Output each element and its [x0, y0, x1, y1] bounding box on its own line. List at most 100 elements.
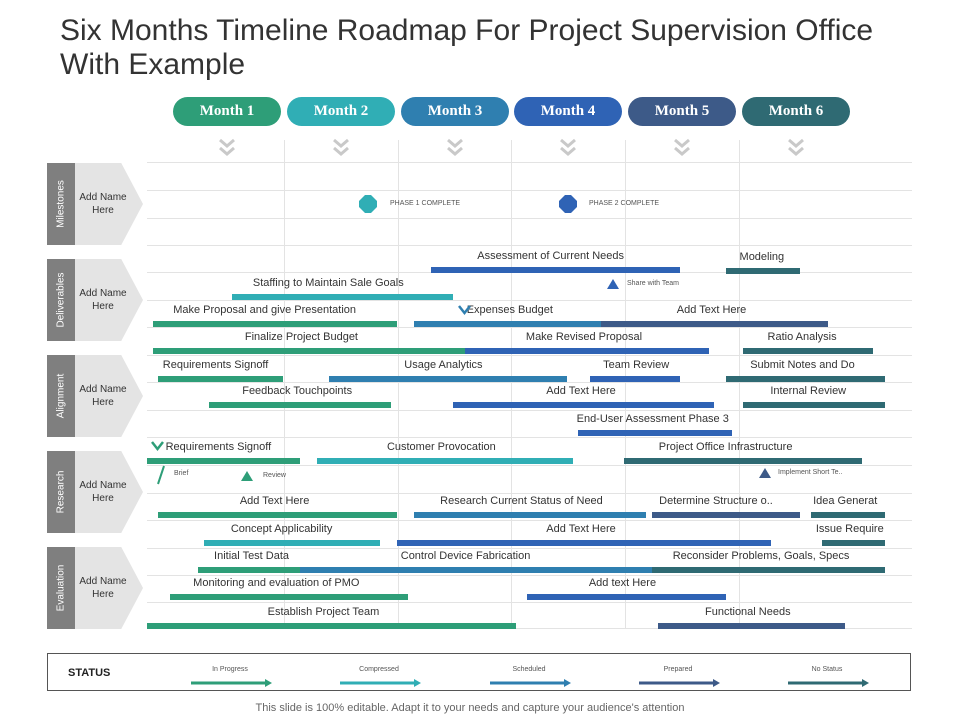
grid-line: [147, 465, 912, 466]
status-item-label: No Status: [811, 666, 843, 673]
status-item-label: In Progress: [212, 666, 248, 673]
section-tab: Deliverables: [47, 259, 75, 341]
task-bar: [317, 458, 573, 464]
task-bar: [623, 458, 863, 464]
task-label: Expenses Budget: [466, 304, 553, 316]
task-label: Project Office Infrastructure: [658, 441, 793, 453]
note-label: Share with Team: [627, 280, 680, 287]
task-label: Make Revised Proposal: [525, 331, 643, 343]
task-label: Feedback Touchpoints: [242, 385, 353, 397]
task-bar: [158, 512, 397, 518]
task-label: Functional Needs: [704, 606, 791, 618]
status-arrow-icon: [788, 679, 869, 687]
grid-line: [147, 382, 912, 383]
grid-line: [147, 520, 912, 521]
double-chevron-down-icon: [219, 138, 235, 156]
task-bar: [725, 376, 885, 382]
section-tab: Evaluation: [47, 547, 75, 629]
task-bar: [742, 402, 885, 408]
task-label: Control Device Fabrication: [400, 550, 531, 562]
task-label: Add Text Here: [239, 495, 310, 507]
grid-divider: [284, 140, 285, 628]
task-label: Concept Applicability: [230, 523, 333, 535]
month-pill: Month 1: [173, 97, 281, 126]
grid-line: [147, 602, 912, 603]
grid-line: [147, 162, 912, 163]
task-bar: [725, 268, 800, 274]
task-bar: [742, 348, 874, 354]
task-bar: [652, 567, 885, 573]
task-label: Idea Generat: [813, 495, 878, 507]
task-bar: [822, 540, 885, 546]
task-label: Submit Notes and Do: [750, 359, 855, 371]
status-title: STATUS: [68, 667, 111, 679]
status-arrow-icon: [490, 679, 571, 687]
status-arrow-icon: [191, 679, 272, 687]
grid-divider: [739, 140, 740, 628]
month-pill: Month 4: [514, 97, 622, 126]
status-item-label: Prepared: [663, 666, 693, 673]
month-pill: Month 6: [742, 97, 850, 126]
milestone-label: PHASE 2 COMPLETE: [589, 200, 660, 207]
grid-divider: [511, 140, 512, 628]
section-tab-label: Milestones: [55, 180, 67, 228]
task-bar: [464, 348, 709, 354]
task-label: Monitoring and evaluation of PMO: [193, 577, 360, 589]
task-label: Modeling: [739, 251, 785, 263]
section-tab-label: Alignment: [55, 373, 67, 419]
slash-icon: [157, 465, 165, 485]
task-label: Establish Project Team: [267, 606, 380, 618]
task-label: Reconsider Problems, Goals, Specs: [672, 550, 850, 562]
task-bar: [198, 567, 329, 573]
grid-line: [147, 190, 912, 191]
grid-line: [147, 300, 912, 301]
task-label: Assessment of Current Needs: [477, 250, 625, 262]
task-bar: [147, 458, 301, 464]
status-arrow-icon: [639, 679, 720, 687]
milestone-label: PHASE 1 COMPLETE: [390, 200, 461, 207]
grid-line: [147, 437, 912, 438]
section-tab-label: Deliverables: [55, 272, 67, 328]
task-bar: [413, 512, 647, 518]
task-label: Usage Analytics: [404, 359, 483, 371]
task-bar: [169, 594, 409, 600]
grid-divider: [625, 140, 626, 628]
task-bar: [810, 512, 885, 518]
double-chevron-down-icon: [674, 138, 690, 156]
task-bar: [147, 623, 516, 629]
note-label: Review: [263, 472, 286, 479]
task-bar: [232, 294, 454, 300]
task-bar: [652, 512, 800, 518]
task-bar: [430, 267, 681, 273]
octagon-milestone-icon: [559, 195, 577, 213]
status-item-label: Scheduled: [512, 666, 546, 673]
task-label: End-User Assessment Phase 3: [576, 413, 729, 425]
task-label: Staffing to Maintain Sale Goals: [252, 277, 404, 289]
task-bar: [152, 348, 471, 354]
status-legend: [47, 653, 911, 691]
triangle-icon: [241, 471, 253, 481]
triangle-icon: [607, 279, 619, 289]
grid-line: [147, 410, 912, 411]
note-label: Brief: [174, 470, 189, 477]
section-tab: Alignment: [47, 355, 75, 437]
footer-note: This slide is 100% editable. Adapt it to…: [255, 702, 685, 714]
task-bar: [209, 402, 392, 408]
page-title: Six Months Timeline Roadmap For Project …: [60, 14, 874, 81]
task-label: Finalize Project Budget: [244, 331, 358, 343]
task-label: Add Text Here: [546, 523, 616, 535]
task-label: Initial Test Data: [214, 550, 290, 562]
section-name: Add Name Here: [79, 384, 127, 408]
note-label: Implement Short Te..: [778, 469, 843, 476]
section-name: Add Name Here: [79, 480, 127, 504]
section-name: Add Name Here: [79, 576, 127, 600]
section-tab: Milestones: [47, 163, 75, 245]
month-pill: Month 5: [628, 97, 736, 126]
task-bar: [152, 321, 397, 327]
check-chevron-icon: [151, 441, 164, 452]
task-bar: [413, 321, 607, 327]
check-chevron-icon: [458, 305, 471, 316]
task-label: Research Current Status of Need: [440, 495, 603, 507]
task-label: Ratio Analysis: [767, 331, 837, 343]
double-chevron-down-icon: [788, 138, 804, 156]
